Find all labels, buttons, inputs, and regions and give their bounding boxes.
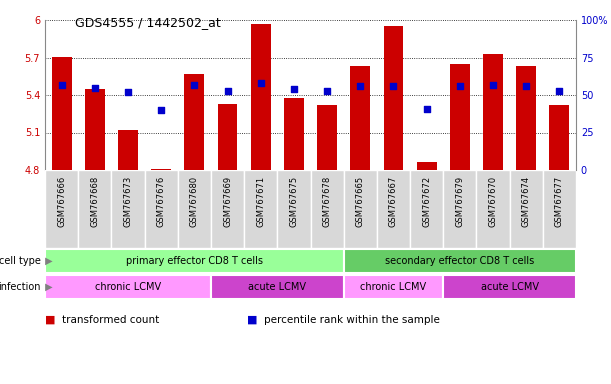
Bar (85, 89, 104, 170)
Bar (510, 170, 543, 248)
Bar (343, 249, 576, 273)
Bar (384, 26, 403, 170)
Bar (343, 170, 377, 248)
Text: ■: ■ (247, 315, 261, 325)
Text: GSM767666: GSM767666 (57, 176, 66, 227)
Text: GSM767665: GSM767665 (356, 176, 365, 227)
Bar (443, 275, 576, 299)
Text: GSM767669: GSM767669 (223, 176, 232, 227)
Bar (151, 169, 171, 170)
Bar (277, 170, 310, 248)
Text: ■: ■ (45, 315, 59, 325)
Bar (443, 170, 477, 248)
Point (57, 81, 67, 88)
Bar (317, 105, 337, 170)
Text: GSM767674: GSM767674 (522, 176, 531, 227)
Bar (78, 170, 111, 248)
Text: ▶: ▶ (42, 282, 52, 292)
Text: chronic LCMV: chronic LCMV (95, 282, 161, 292)
Point (156, 107, 166, 113)
Text: GSM767671: GSM767671 (256, 176, 265, 227)
Point (455, 83, 465, 89)
Bar (343, 275, 443, 299)
Bar (211, 170, 244, 248)
Text: transformed count: transformed count (62, 315, 159, 325)
Point (322, 88, 332, 94)
Bar (45, 275, 211, 299)
Bar (145, 170, 178, 248)
Point (555, 88, 565, 94)
Bar (52, 58, 71, 170)
Bar (111, 170, 145, 248)
Bar (310, 170, 343, 248)
Text: GSM767672: GSM767672 (422, 176, 431, 227)
Text: GSM767676: GSM767676 (156, 176, 166, 227)
Point (289, 86, 299, 92)
Point (123, 89, 133, 95)
Bar (549, 105, 569, 170)
Text: percentile rank within the sample: percentile rank within the sample (264, 315, 439, 325)
Text: GSM767668: GSM767668 (90, 176, 99, 227)
Text: secondary effector CD8 T cells: secondary effector CD8 T cells (385, 256, 535, 266)
Text: ▶: ▶ (42, 256, 52, 266)
Point (189, 81, 199, 88)
Text: primary effector CD8 T cells: primary effector CD8 T cells (126, 256, 263, 266)
Text: GSM767677: GSM767677 (555, 176, 564, 227)
Point (222, 88, 232, 94)
Bar (244, 170, 277, 248)
Text: GSM767670: GSM767670 (489, 176, 497, 227)
Text: GSM767679: GSM767679 (455, 176, 464, 227)
Text: GSM767667: GSM767667 (389, 176, 398, 227)
Text: cell type: cell type (0, 256, 41, 266)
Bar (350, 66, 370, 170)
Text: GSM767673: GSM767673 (123, 176, 133, 227)
Bar (284, 98, 304, 170)
Point (90, 84, 100, 91)
Bar (417, 162, 437, 170)
Point (256, 80, 266, 86)
Text: acute LCMV: acute LCMV (481, 282, 539, 292)
Bar (45, 170, 78, 248)
Text: acute LCMV: acute LCMV (248, 282, 306, 292)
Bar (410, 170, 443, 248)
Bar (543, 170, 576, 248)
Point (521, 83, 531, 89)
Text: GSM767680: GSM767680 (190, 176, 199, 227)
Point (389, 83, 398, 89)
Bar (45, 249, 343, 273)
Text: GDS4555 / 1442502_at: GDS4555 / 1442502_at (75, 16, 221, 29)
Bar (211, 275, 343, 299)
Bar (218, 104, 238, 170)
Bar (178, 170, 211, 248)
Bar (483, 54, 503, 170)
Bar (118, 130, 138, 170)
Text: GSM767678: GSM767678 (323, 176, 332, 227)
Bar (477, 170, 510, 248)
Bar (251, 24, 271, 170)
Bar (377, 170, 410, 248)
Text: GSM767675: GSM767675 (290, 176, 298, 227)
Text: infection: infection (0, 282, 41, 292)
Text: chronic LCMV: chronic LCMV (360, 282, 426, 292)
Bar (450, 64, 470, 170)
Point (488, 81, 498, 88)
Bar (185, 74, 204, 170)
Bar (516, 66, 536, 170)
Point (422, 106, 431, 112)
Point (356, 83, 365, 89)
